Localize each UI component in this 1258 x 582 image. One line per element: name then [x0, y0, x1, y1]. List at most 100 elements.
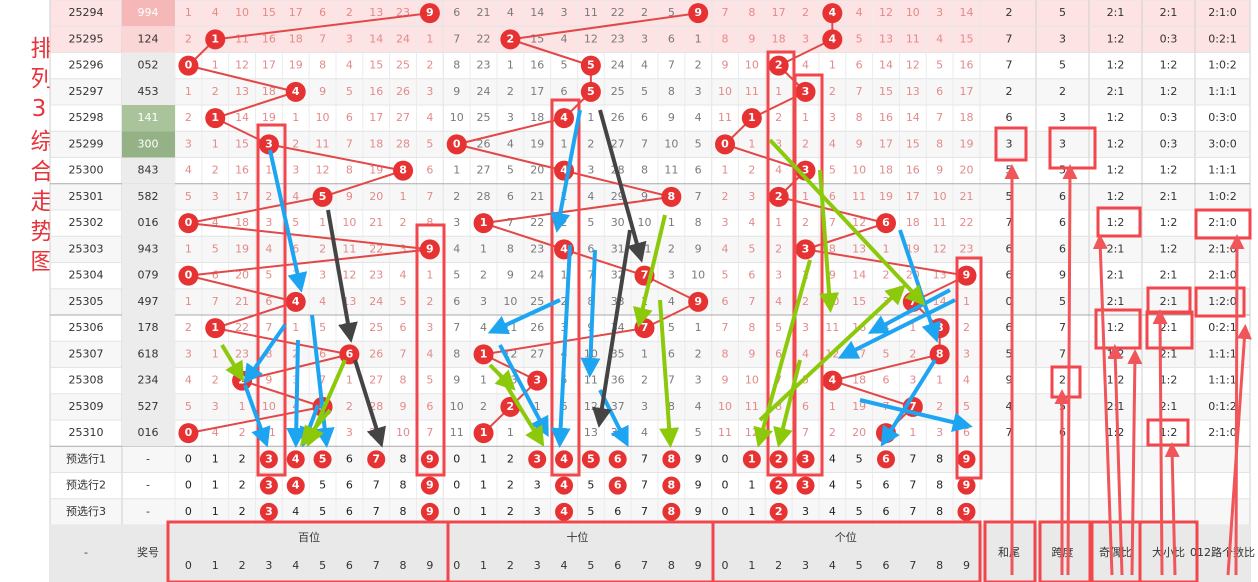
miss-count: 14 — [852, 269, 866, 282]
preselect-ball — [957, 476, 976, 495]
miss-count: 2 — [561, 216, 568, 229]
footer-stat-label: 012路个数比 — [1190, 546, 1255, 559]
miss-count: 4 — [802, 347, 809, 360]
hit-digit: 4 — [829, 6, 837, 19]
preselect-digit: 8 — [936, 505, 943, 518]
miss-count: 11 — [718, 426, 732, 439]
number-cell — [122, 367, 175, 394]
miss-count: 9 — [453, 85, 460, 98]
miss-count: 10 — [638, 216, 652, 229]
miss-count: 5 — [292, 216, 299, 229]
miss-count: 19 — [235, 242, 249, 255]
stat: 2:1:0 — [1208, 426, 1236, 439]
miss-count: 6 — [775, 347, 782, 360]
miss-count: 3 — [292, 164, 299, 177]
preselect-digit: 9 — [426, 505, 434, 518]
arrow — [867, 288, 951, 334]
row-bg — [50, 236, 1250, 263]
hit-link — [188, 274, 296, 303]
preselect-digit: 0 — [453, 505, 460, 518]
stat: 2 — [1059, 374, 1066, 387]
hit-digit: 3 — [265, 137, 273, 150]
miss-count: 18 — [369, 137, 383, 150]
preselect-digit: 1 — [480, 479, 487, 492]
preselect-digit: 2 — [775, 452, 783, 465]
miss-count: 3 — [346, 32, 353, 45]
footer-digit: 1 — [212, 559, 219, 572]
footer-digit: 7 — [373, 559, 380, 572]
preselect-digit: 8 — [400, 479, 407, 492]
preselect-ball — [876, 450, 895, 469]
miss-count: 7 — [802, 426, 809, 439]
preselect-digit: 3 — [533, 452, 541, 465]
miss-count: 1 — [775, 216, 782, 229]
preselect-ball — [555, 450, 574, 469]
miss-count: 24 — [369, 295, 383, 308]
miss-count: 1 — [185, 6, 192, 19]
arrow — [1152, 309, 1168, 576]
hit-digit: 3 — [533, 374, 541, 387]
preselect-digit: 5 — [587, 479, 594, 492]
preselect-digit: 7 — [373, 479, 380, 492]
miss-count: 4 — [829, 137, 836, 150]
highlight-box — [994, 126, 1028, 162]
hit-digit: 1 — [480, 216, 488, 229]
preselect-ball — [769, 502, 788, 521]
miss-count: 9 — [453, 374, 460, 387]
hit-ball — [473, 213, 494, 234]
miss-count: 3 — [802, 321, 809, 334]
miss-count: 19 — [289, 59, 303, 72]
preselect-dash: - — [146, 479, 150, 492]
miss-count: 15 — [235, 137, 249, 150]
footer-digit: 8 — [400, 559, 407, 572]
miss-count: 11 — [745, 400, 759, 413]
miss-count: 4 — [802, 59, 809, 72]
stat: 2:1:0 — [1208, 216, 1236, 229]
miss-count: 5 — [346, 85, 353, 98]
hit-digit: 9 — [426, 6, 434, 19]
draw-number: 079 — [138, 269, 159, 282]
stat: 1:2 — [1160, 216, 1178, 229]
stat: 1:2 — [1160, 242, 1178, 255]
hit-digit: 8 — [399, 164, 407, 177]
highlight-box — [1145, 310, 1194, 350]
miss-count: 11 — [825, 321, 839, 334]
preselect-digit: 4 — [560, 452, 568, 465]
hit-digit: 6 — [346, 347, 354, 360]
miss-count: 5 — [400, 295, 407, 308]
hit-digit: 0 — [185, 59, 193, 72]
hit-digit: 7 — [909, 400, 917, 413]
hit-ball — [715, 134, 736, 155]
stat: 2:1 — [1160, 269, 1178, 282]
preselect-label: 预选行1 — [66, 452, 106, 465]
footer-digit: 0 — [185, 559, 192, 572]
period: 25306 — [69, 321, 104, 334]
footer-dash: - — [84, 546, 88, 559]
miss-count: 25 — [369, 321, 383, 334]
period: 25298 — [69, 111, 104, 124]
preselect-digit: 0 — [185, 505, 192, 518]
miss-count: 6 — [400, 321, 407, 334]
miss-count: 3 — [561, 6, 568, 19]
hit-digit: 1 — [211, 32, 219, 45]
miss-count: 7 — [453, 321, 460, 334]
number-cell — [122, 315, 175, 342]
miss-count: 5 — [963, 400, 970, 413]
preselect-digit: 5 — [319, 505, 326, 518]
preselect-digit: 0 — [185, 452, 192, 465]
stat: 2 — [1006, 85, 1013, 98]
hit-ball — [473, 423, 494, 444]
preselect-digit: 7 — [641, 505, 648, 518]
miss-count: 8 — [641, 164, 648, 177]
miss-count: 15 — [369, 59, 383, 72]
miss-count: 26 — [611, 111, 625, 124]
preselect-digit: 7 — [909, 452, 916, 465]
miss-count: 3 — [963, 347, 970, 360]
miss-count: 4 — [668, 295, 675, 308]
page-title: 排列3综合走势图 — [26, 36, 52, 279]
miss-count: 10 — [664, 137, 678, 150]
miss-count: 18 — [530, 111, 544, 124]
miss-count: 8 — [748, 6, 755, 19]
hit-ball — [580, 81, 601, 102]
miss-count: 3 — [829, 111, 836, 124]
